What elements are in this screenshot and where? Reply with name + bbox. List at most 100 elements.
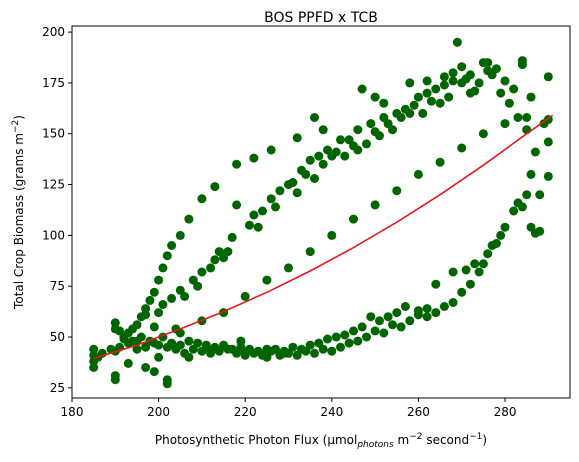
data-point	[236, 342, 246, 352]
data-point	[496, 230, 506, 240]
data-point	[483, 249, 493, 259]
data-point	[375, 316, 384, 326]
data-point	[478, 259, 488, 269]
data-point	[219, 340, 229, 350]
data-point	[132, 336, 142, 346]
data-point	[154, 352, 164, 362]
data-point	[388, 320, 397, 330]
data-point	[279, 346, 289, 356]
data-point	[457, 143, 467, 153]
data-point	[400, 302, 410, 311]
data-point	[543, 137, 553, 147]
data-point	[444, 92, 454, 102]
data-point	[500, 119, 510, 129]
data-point	[413, 169, 423, 179]
data-point	[422, 304, 432, 314]
data-point	[357, 84, 367, 94]
data-point	[141, 304, 151, 314]
data-point	[184, 336, 194, 346]
data-point	[262, 275, 272, 285]
data-point	[318, 159, 328, 169]
data-point	[123, 358, 133, 368]
data-point	[435, 98, 445, 108]
data-point	[227, 232, 237, 242]
data-point	[210, 342, 220, 352]
data-point	[478, 129, 488, 139]
data-point	[249, 210, 259, 220]
data-point	[275, 186, 285, 196]
x-tick-label: 200	[147, 405, 170, 419]
plot-frame	[71, 25, 571, 399]
data-point	[327, 346, 337, 356]
y-axis: 25 50 75 100 125 150 175 200	[42, 25, 72, 395]
data-point	[349, 326, 358, 336]
data-point	[474, 267, 484, 277]
data-point	[136, 312, 146, 322]
data-point	[457, 62, 467, 72]
data-point	[439, 302, 449, 311]
data-point	[154, 275, 164, 285]
data-point	[509, 206, 519, 216]
data-point	[353, 145, 363, 155]
data-point	[422, 76, 432, 86]
data-point	[167, 241, 177, 250]
data-point	[201, 340, 211, 350]
data-point	[245, 344, 254, 354]
data-point	[448, 298, 458, 307]
data-point	[284, 263, 293, 273]
data-point	[245, 220, 254, 230]
data-point	[422, 88, 432, 98]
data-point	[210, 182, 220, 192]
data-point	[543, 171, 553, 181]
data-point	[110, 371, 120, 381]
data-point	[240, 291, 250, 301]
data-point	[353, 336, 363, 346]
data-point	[158, 300, 168, 309]
data-point	[461, 265, 471, 275]
data-point	[452, 37, 462, 47]
data-point	[119, 332, 129, 342]
data-point	[180, 348, 190, 358]
data-point	[526, 92, 536, 102]
data-point	[197, 267, 207, 277]
data-point	[465, 70, 475, 80]
data-point	[145, 295, 155, 305]
data-point	[522, 113, 532, 122]
data-point	[413, 310, 423, 320]
data-point	[483, 58, 493, 68]
data-point	[310, 113, 319, 122]
x-tick-label: 180	[61, 405, 84, 419]
data-point	[470, 259, 480, 269]
data-point	[310, 348, 319, 358]
data-point	[422, 312, 432, 322]
data-point	[522, 190, 532, 200]
y-tick-label: 125	[42, 178, 65, 192]
data-point	[292, 133, 302, 143]
data-point	[470, 86, 480, 96]
data-point	[448, 68, 458, 78]
y-tick-label: 175	[42, 76, 65, 90]
data-point	[500, 76, 510, 86]
data-point	[487, 70, 497, 80]
data-point	[431, 308, 441, 318]
scatter-points	[89, 37, 553, 389]
data-point	[210, 255, 220, 265]
data-point	[370, 200, 380, 210]
data-point	[149, 287, 159, 297]
data-point	[370, 92, 380, 102]
data-point	[301, 169, 311, 179]
data-point	[175, 340, 185, 350]
data-point	[197, 194, 207, 204]
y-axis-label: Total Crop Biomass (grams m−2)	[11, 115, 26, 310]
data-point	[535, 190, 545, 200]
data-point	[327, 230, 337, 240]
data-point	[457, 287, 467, 297]
data-point	[362, 332, 371, 342]
data-point	[504, 98, 514, 108]
data-point	[297, 344, 306, 354]
data-point	[392, 186, 402, 196]
chart-title: BOS PPFD x TCB	[264, 10, 378, 26]
y-tick-label: 150	[42, 127, 65, 141]
data-point	[336, 342, 345, 352]
x-tick-label: 220	[234, 405, 257, 419]
